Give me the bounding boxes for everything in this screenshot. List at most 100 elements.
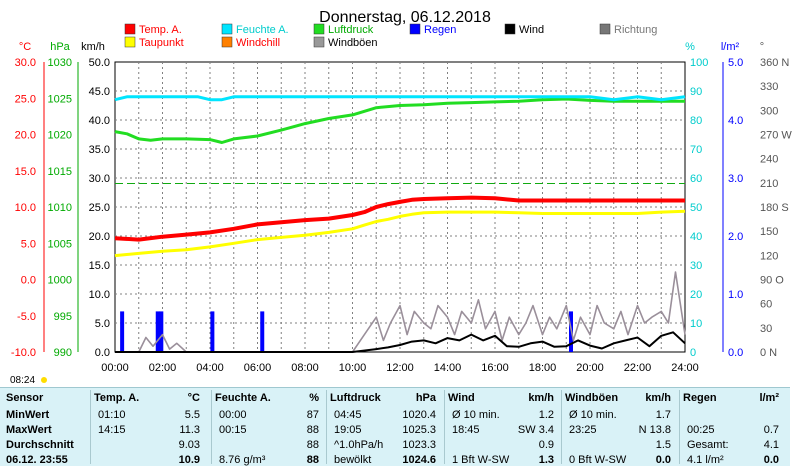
tick-label-pressure: 1020 [48, 130, 72, 142]
stats-column: Wind km/h Ø 10 min. 1.2 18:45 SW 3.4 0.9 1 Bft … [448, 388, 558, 466]
tick-label-wind: 25.0 [89, 202, 110, 214]
tick-label-x: 12:00 [386, 362, 414, 374]
tick-label-direction: 330 [760, 81, 778, 93]
legend-label: Feuchte A. [236, 24, 289, 36]
stats-value: 0.0 [763, 454, 779, 466]
legend-swatch [504, 23, 516, 35]
tick-label-rain: 0.0 [728, 347, 743, 359]
tick-label-wind: 5.0 [95, 318, 110, 330]
tick-label-humidity: 60 [690, 173, 702, 185]
series-line-wind [115, 331, 686, 353]
axis-unit-pressure: hPa [50, 41, 70, 53]
stats-header-unit: km/h [528, 392, 554, 404]
tick-label-rain: 1.0 [728, 289, 743, 301]
stats-separator [90, 390, 91, 464]
legend-label: Windchill [236, 37, 280, 49]
tick-label-temp: 5.0 [21, 238, 36, 250]
stats-value: 87 [306, 409, 319, 421]
tick-label-wind: 15.0 [89, 260, 110, 272]
stats-time: 06.12. 23:55 [6, 454, 68, 466]
tick-label-x: 06:00 [244, 362, 272, 374]
series-line-temp-a [114, 195, 685, 242]
tick-label-direction: 90 O [760, 275, 784, 287]
stats-time: 23:25 [569, 424, 597, 436]
tick-label-temp: -10.0 [11, 347, 36, 359]
tick-label-humidity: 100 [690, 57, 708, 69]
stats-header-unit: % [309, 392, 319, 404]
legend-swatch [313, 23, 325, 35]
stats-separator [561, 390, 562, 464]
tick-label-temp: 10.0 [15, 202, 36, 214]
stats-header: Regen [683, 392, 717, 404]
tick-label-wind: 40.0 [89, 115, 110, 127]
tick-label-wind: 10.0 [89, 289, 110, 301]
tick-label-direction: 120 [760, 250, 778, 262]
stats-header: Wind [448, 392, 475, 404]
legend-swatch [124, 36, 136, 48]
axis-unit-direction: ° [760, 41, 764, 53]
tick-label-rain: 4.0 [728, 115, 743, 127]
tick-label-direction: 60 [760, 299, 772, 311]
tick-label-direction: 150 [760, 226, 778, 238]
stats-value: 1.5 [655, 439, 671, 451]
stats-time: Durchschnitt [6, 439, 74, 451]
stats-value: 88 [306, 454, 319, 466]
axis-unit-humidity: % [685, 41, 695, 53]
tick-label-temp: 25.0 [15, 93, 36, 105]
tick-label-x: 20:00 [576, 362, 604, 374]
tick-label-wind: 45.0 [89, 86, 110, 98]
stats-time: 01:10 [98, 409, 126, 421]
series-line-taupunkt [114, 209, 686, 258]
stats-time: 0 Bft W-SW [569, 454, 627, 466]
stats-column: Feuchte A.% 00:00 87 00:15 88 88 8.76 g/m³ 88 [215, 388, 323, 466]
tick-label-wind: 30.0 [89, 173, 110, 185]
tick-label-x: 14:00 [434, 362, 462, 374]
tick-label-rain: 5.0 [728, 57, 743, 69]
stats-time: 8.76 g/m³ [219, 454, 266, 466]
tick-label-temp: 15.0 [15, 166, 36, 178]
tick-label-temp: 30.0 [15, 57, 36, 69]
legend-label: Regen [424, 24, 456, 36]
tick-label-humidity: 90 [690, 86, 702, 98]
tick-label-humidity: 0 [690, 347, 696, 359]
tick-label-x: 02:00 [149, 362, 177, 374]
statistics-table: Sensor MinWert MaxWert Durchschnitt 06.12. 2… [0, 387, 790, 466]
tick-label-x: 22:00 [624, 362, 652, 374]
stats-value: 4.1 [763, 439, 779, 451]
stats-value: 88 [306, 439, 319, 451]
weather-chart: Donnerstag, 06.12.2018 °C hPa km/h% l/m² ° 30.… [10, 9, 792, 386]
tick-label-humidity: 20 [690, 289, 702, 301]
tick-label-pressure: 995 [54, 311, 72, 323]
tick-label-humidity: 70 [690, 144, 702, 156]
stats-value: 0.0 [655, 454, 671, 466]
stats-value: 0.7 [763, 424, 779, 436]
tick-label-rain: 2.0 [728, 231, 743, 243]
legend-swatch [313, 36, 325, 48]
tick-label-x: 00:00 [101, 362, 129, 374]
tick-label-pressure: 1015 [48, 166, 72, 178]
stats-time: MaxWert [6, 424, 52, 436]
tick-label-x: 08:00 [291, 362, 319, 374]
stats-header-unit: °C [187, 392, 200, 404]
stats-value: 1025.3 [402, 424, 436, 436]
tick-label-x: 24:00 [671, 362, 699, 374]
stats-value: SW 3.4 [517, 424, 554, 436]
stats-value: 5.5 [184, 409, 200, 421]
tick-label-x: 18:00 [529, 362, 557, 374]
tick-label-pressure: 1030 [48, 57, 72, 69]
stats-time: 1 Bft W-SW [452, 454, 510, 466]
tick-label-direction: 300 [760, 105, 778, 117]
stats-value: N 13.8 [638, 424, 671, 436]
tick-label-direction: 240 [760, 154, 778, 166]
stats-value: 1.2 [538, 409, 554, 421]
tick-label-direction: 180 S [760, 202, 789, 214]
legend-swatch [599, 23, 611, 35]
tick-label-pressure: 1000 [48, 275, 72, 287]
stats-time: 00:15 [219, 424, 247, 436]
stats-value: 11.3 [179, 424, 200, 436]
tick-label-humidity: 80 [690, 115, 702, 127]
stats-value: 1024.6 [402, 454, 436, 466]
stats-value: 1020.4 [402, 409, 436, 421]
stats-header-unit: km/h [645, 392, 671, 404]
